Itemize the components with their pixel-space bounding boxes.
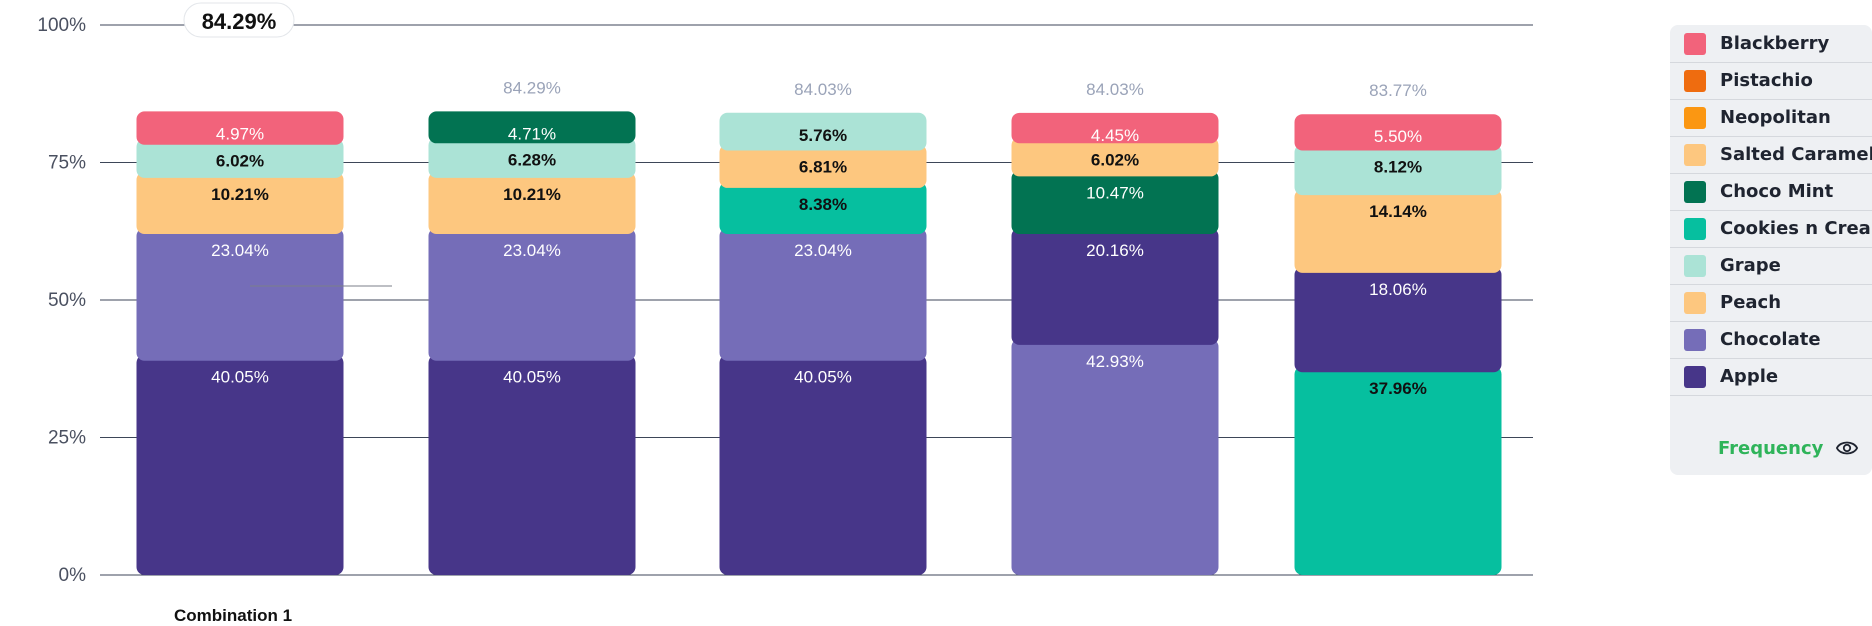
tooltip-box (183, 2, 295, 38)
y-tick-label: 25% (48, 428, 86, 449)
segment-label: 4.71% (508, 124, 556, 143)
legend-item[interactable]: Blackberry (1670, 25, 1872, 63)
legend: Blackberry Pistachio Neopolitan Salted Cara… (1670, 25, 1872, 475)
legend-swatch (1684, 32, 1706, 55)
bar-segment[interactable] (1011, 170, 1219, 235)
legend-item[interactable]: Grape (1670, 247, 1872, 285)
segment-label: 10.21% (503, 185, 561, 204)
stacked-bar-chart: 0% 25% 50% 75% 100% 40.05% 23.04% 10.21% 6.02% 4.… (37, 2, 1533, 625)
segment-label: 8.12% (1374, 157, 1422, 176)
legend-item[interactable]: Chocolate (1670, 321, 1872, 359)
bar-segment[interactable] (428, 228, 636, 361)
tooltip-value: 84.29% (202, 9, 277, 34)
frequency-toggle[interactable]: Frequency (1670, 428, 1872, 468)
legend-label: Blackberry (1720, 33, 1830, 54)
legend-label: Salted Caramel (1720, 144, 1872, 165)
legend-label: Cookies n Cream (1720, 218, 1872, 239)
legend-swatch (1684, 328, 1706, 351)
legend-label: Neopolitan (1720, 107, 1831, 128)
legend-label: Pistachio (1720, 70, 1813, 91)
tooltip: 84.29% (183, 2, 295, 38)
bar-segment[interactable] (719, 228, 927, 361)
bar-total-label: 84.29% (503, 78, 561, 97)
legend-swatch (1684, 180, 1706, 203)
legend-label: Peach (1720, 292, 1782, 313)
bar-segment[interactable] (719, 354, 927, 575)
bar-segment[interactable] (428, 171, 636, 235)
segment-label: 40.05% (503, 368, 561, 387)
legend-item[interactable]: Neopolitan (1670, 99, 1872, 137)
bar-segment[interactable] (1011, 112, 1219, 144)
bar-segment[interactable] (136, 111, 344, 145)
segment-label: 40.05% (794, 368, 852, 387)
bar-segment[interactable] (719, 181, 927, 235)
bar-segment[interactable] (136, 138, 344, 178)
segment-label: 6.02% (1091, 150, 1139, 169)
legend-swatch (1684, 291, 1706, 314)
segment-label: 18.06% (1369, 280, 1427, 299)
bar-segment[interactable] (136, 228, 344, 361)
legend-label: Chocolate (1720, 329, 1821, 350)
legend-label: Choco Mint (1720, 181, 1834, 202)
segment-label: 6.28% (508, 150, 556, 169)
bar-segment[interactable] (1294, 266, 1502, 373)
legend-label: Grape (1720, 255, 1781, 276)
segment-label: 10.21% (211, 185, 269, 204)
segment-label: 37.96% (1369, 379, 1427, 398)
legend-item[interactable]: Cookies n Cream (1670, 210, 1872, 248)
segment-label: 40.05% (211, 368, 269, 387)
bar-segment[interactable] (1011, 228, 1219, 345)
legend-swatch (1684, 254, 1706, 277)
bar-segment[interactable] (428, 354, 636, 575)
frequency-label: Frequency (1718, 437, 1824, 459)
segment-label: 23.04% (794, 241, 852, 260)
legend-item[interactable]: Apple (1670, 358, 1872, 396)
y-tick-label: 100% (37, 15, 86, 36)
segment-label: 42.93% (1086, 352, 1144, 371)
legend-item[interactable]: Choco Mint (1670, 173, 1872, 211)
legend-swatch (1684, 143, 1706, 166)
legend-item[interactable]: Pistachio (1670, 62, 1872, 100)
segment-label: 20.16% (1086, 241, 1144, 260)
segment-label: 23.04% (503, 241, 561, 260)
bar-segment[interactable] (136, 171, 344, 235)
segment-label: 6.02% (216, 152, 264, 171)
y-tick-label: 0% (59, 565, 87, 586)
x-category-label: Combination 1 (174, 606, 292, 625)
legend-swatch (1684, 69, 1706, 92)
legend-label: Apple (1720, 366, 1779, 387)
segment-label: 14.14% (1369, 202, 1427, 221)
bar-segment[interactable] (1294, 366, 1502, 575)
segment-label: 5.76% (799, 126, 847, 145)
bar-segment[interactable] (1294, 144, 1502, 196)
bar-segment[interactable] (719, 112, 927, 151)
chart-svg: 0% 25% 50% 75% 100% 40.05% 23.04% 10.21% 6.02% 4.… (37, 2, 1533, 625)
segment-label: 23.04% (211, 241, 269, 260)
legend-swatch (1684, 217, 1706, 240)
segment-label: 4.97% (216, 124, 264, 143)
legend-swatch (1684, 106, 1706, 129)
segment-label: 6.81% (799, 157, 847, 176)
segment-label: 4.45% (1091, 126, 1139, 145)
legend-swatch (1684, 365, 1706, 388)
bar-total-label: 83.77% (1369, 81, 1427, 100)
bar-segment[interactable] (1294, 189, 1502, 273)
y-tick-label: 75% (48, 153, 86, 174)
bar-segment[interactable] (1011, 338, 1219, 575)
segment-label: 10.47% (1086, 183, 1144, 202)
bar-segment[interactable] (428, 137, 636, 178)
bar-segment[interactable] (1294, 114, 1502, 151)
y-tick-label: 50% (48, 290, 86, 311)
bar-segment[interactable] (136, 354, 344, 575)
bar-segment[interactable] (428, 111, 636, 144)
bar-total-label: 84.03% (794, 80, 852, 99)
bar-total-label: 84.03% (1086, 80, 1144, 99)
legend-item[interactable]: Salted Caramel (1670, 136, 1872, 174)
segment-label: 5.50% (1374, 127, 1422, 146)
legend-item[interactable]: Peach (1670, 284, 1872, 322)
segment-label: 8.38% (799, 195, 847, 214)
bar-segment[interactable] (1011, 137, 1219, 177)
eye-icon[interactable] (1836, 438, 1858, 458)
bar-segment[interactable] (719, 144, 927, 188)
